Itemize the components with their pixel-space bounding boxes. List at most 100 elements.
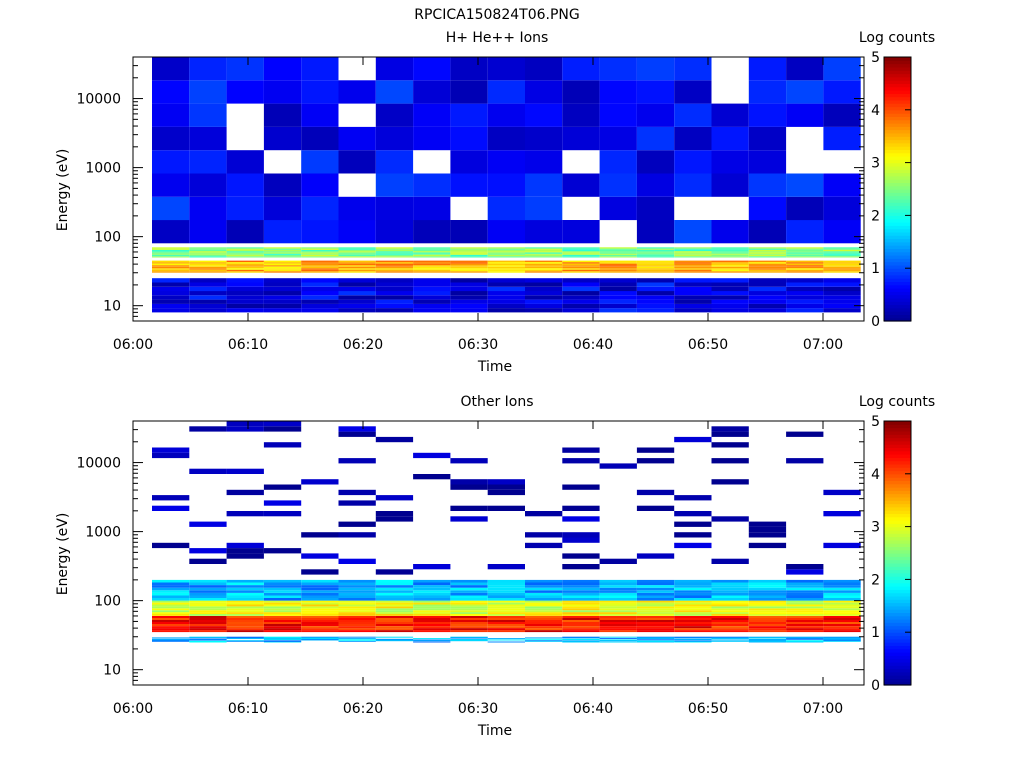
heatmap-cell xyxy=(562,564,600,570)
heatmap-cell xyxy=(525,624,563,626)
heatmap-cell xyxy=(711,608,749,611)
heatmap-cell xyxy=(487,308,525,313)
colorbar-segment xyxy=(884,579,911,584)
heatmap-cell xyxy=(599,282,637,287)
colorbar-segment xyxy=(884,162,911,167)
heatmap-cell xyxy=(562,291,600,296)
heatmap-cell xyxy=(226,612,264,614)
heatmap-cell xyxy=(413,628,451,631)
heatmap-cell xyxy=(562,303,600,309)
heatmap-cell xyxy=(748,598,787,601)
colorbar-segment xyxy=(884,142,911,147)
heatmap-cell xyxy=(301,268,339,270)
heatmap-cell xyxy=(786,173,824,197)
heatmap-cell xyxy=(823,291,861,296)
heatmap-cell xyxy=(263,421,302,427)
heatmap-cell xyxy=(487,579,525,583)
heatmap-cell xyxy=(487,639,525,641)
heatmap-cell xyxy=(338,299,376,304)
heatmap-cell xyxy=(301,196,339,221)
heatmap-cell xyxy=(487,291,525,296)
heatmap-cell xyxy=(823,271,861,273)
heatmap-cell xyxy=(599,641,637,643)
x-tick-label: 06:00 xyxy=(113,701,153,717)
heatmap-cell xyxy=(487,295,525,300)
colorbar-segment xyxy=(884,490,911,495)
heatmap-cell xyxy=(263,484,302,490)
heatmap-cell xyxy=(263,269,302,272)
heatmap-cell xyxy=(338,600,376,603)
heatmap-cell xyxy=(226,256,264,258)
heatmap-cell xyxy=(674,260,712,263)
heatmap-cell xyxy=(301,606,339,609)
heatmap-cell xyxy=(375,585,414,588)
heatmap-cell xyxy=(525,282,563,287)
heatmap-cell xyxy=(263,626,302,629)
heatmap-cell xyxy=(338,612,376,614)
heatmap-cell xyxy=(636,614,675,616)
heatmap-cell xyxy=(599,263,637,266)
heatmap-cell xyxy=(599,303,637,309)
heatmap-cell xyxy=(263,638,302,640)
heatmap-cell xyxy=(301,582,339,586)
heatmap-cell xyxy=(636,636,675,638)
heatmap-cell xyxy=(711,249,749,252)
heatmap-cell xyxy=(263,636,302,638)
heatmap-cell xyxy=(748,256,787,258)
heatmap-cell xyxy=(599,582,637,586)
heatmap-cell xyxy=(450,600,488,603)
heatmap-cell xyxy=(823,299,861,304)
heatmap-cell xyxy=(301,254,339,257)
heatmap-cell xyxy=(711,268,749,270)
heatmap-cell xyxy=(226,278,264,283)
heatmap-cell xyxy=(301,585,339,588)
heatmap-cell xyxy=(375,266,414,269)
colorbar-segment xyxy=(884,526,911,531)
heatmap-cell xyxy=(338,610,376,613)
heatmap-cell xyxy=(413,103,451,127)
heatmap-cell xyxy=(152,608,190,611)
heatmap-cell xyxy=(226,624,264,626)
heatmap-cell xyxy=(562,626,600,629)
heatmap-cell xyxy=(786,260,824,263)
heatmap-cell xyxy=(636,282,675,287)
heatmap-cell xyxy=(338,266,376,269)
colorbar-segment xyxy=(884,661,911,666)
colorbar-segment xyxy=(884,198,911,203)
heatmap-cell xyxy=(226,150,264,174)
colorbar-segment xyxy=(884,215,911,220)
x-tick-label: 06:50 xyxy=(688,337,728,353)
colorbar-segment xyxy=(884,632,911,637)
x-tick-label: 06:00 xyxy=(113,337,153,353)
heatmap-cell xyxy=(748,265,787,267)
colorbar-segment xyxy=(884,655,911,660)
colorbar-segment xyxy=(884,665,911,670)
heatmap-cell xyxy=(823,614,861,616)
heatmap-cell xyxy=(375,579,414,583)
heatmap-cell xyxy=(786,638,824,640)
heatmap-cell xyxy=(636,271,675,273)
heatmap-cell xyxy=(301,610,339,613)
heatmap-cell xyxy=(338,592,376,596)
heatmap-cell xyxy=(263,103,302,127)
heatmap-cell xyxy=(301,57,339,81)
heatmap-cell xyxy=(636,265,675,267)
heatmap-cell xyxy=(636,260,675,263)
heatmap-cell xyxy=(823,262,861,264)
heatmap-cell xyxy=(375,628,414,631)
heatmap-cell xyxy=(636,585,675,588)
heatmap-cell xyxy=(599,638,637,640)
colorbar-segment xyxy=(884,106,911,111)
heatmap-cell xyxy=(711,253,749,255)
heatmap-cell xyxy=(338,262,376,264)
heatmap-cell xyxy=(823,278,861,283)
heatmap-cell xyxy=(786,638,824,640)
colorbar-segment xyxy=(884,602,911,607)
heatmap-cell xyxy=(375,610,414,613)
heatmap-cell xyxy=(450,479,488,485)
heatmap-cell xyxy=(338,626,376,629)
heatmap-cell xyxy=(450,103,488,127)
heatmap-cell xyxy=(674,608,712,611)
heatmap-cell xyxy=(450,291,488,296)
heatmap-cell xyxy=(152,640,190,642)
